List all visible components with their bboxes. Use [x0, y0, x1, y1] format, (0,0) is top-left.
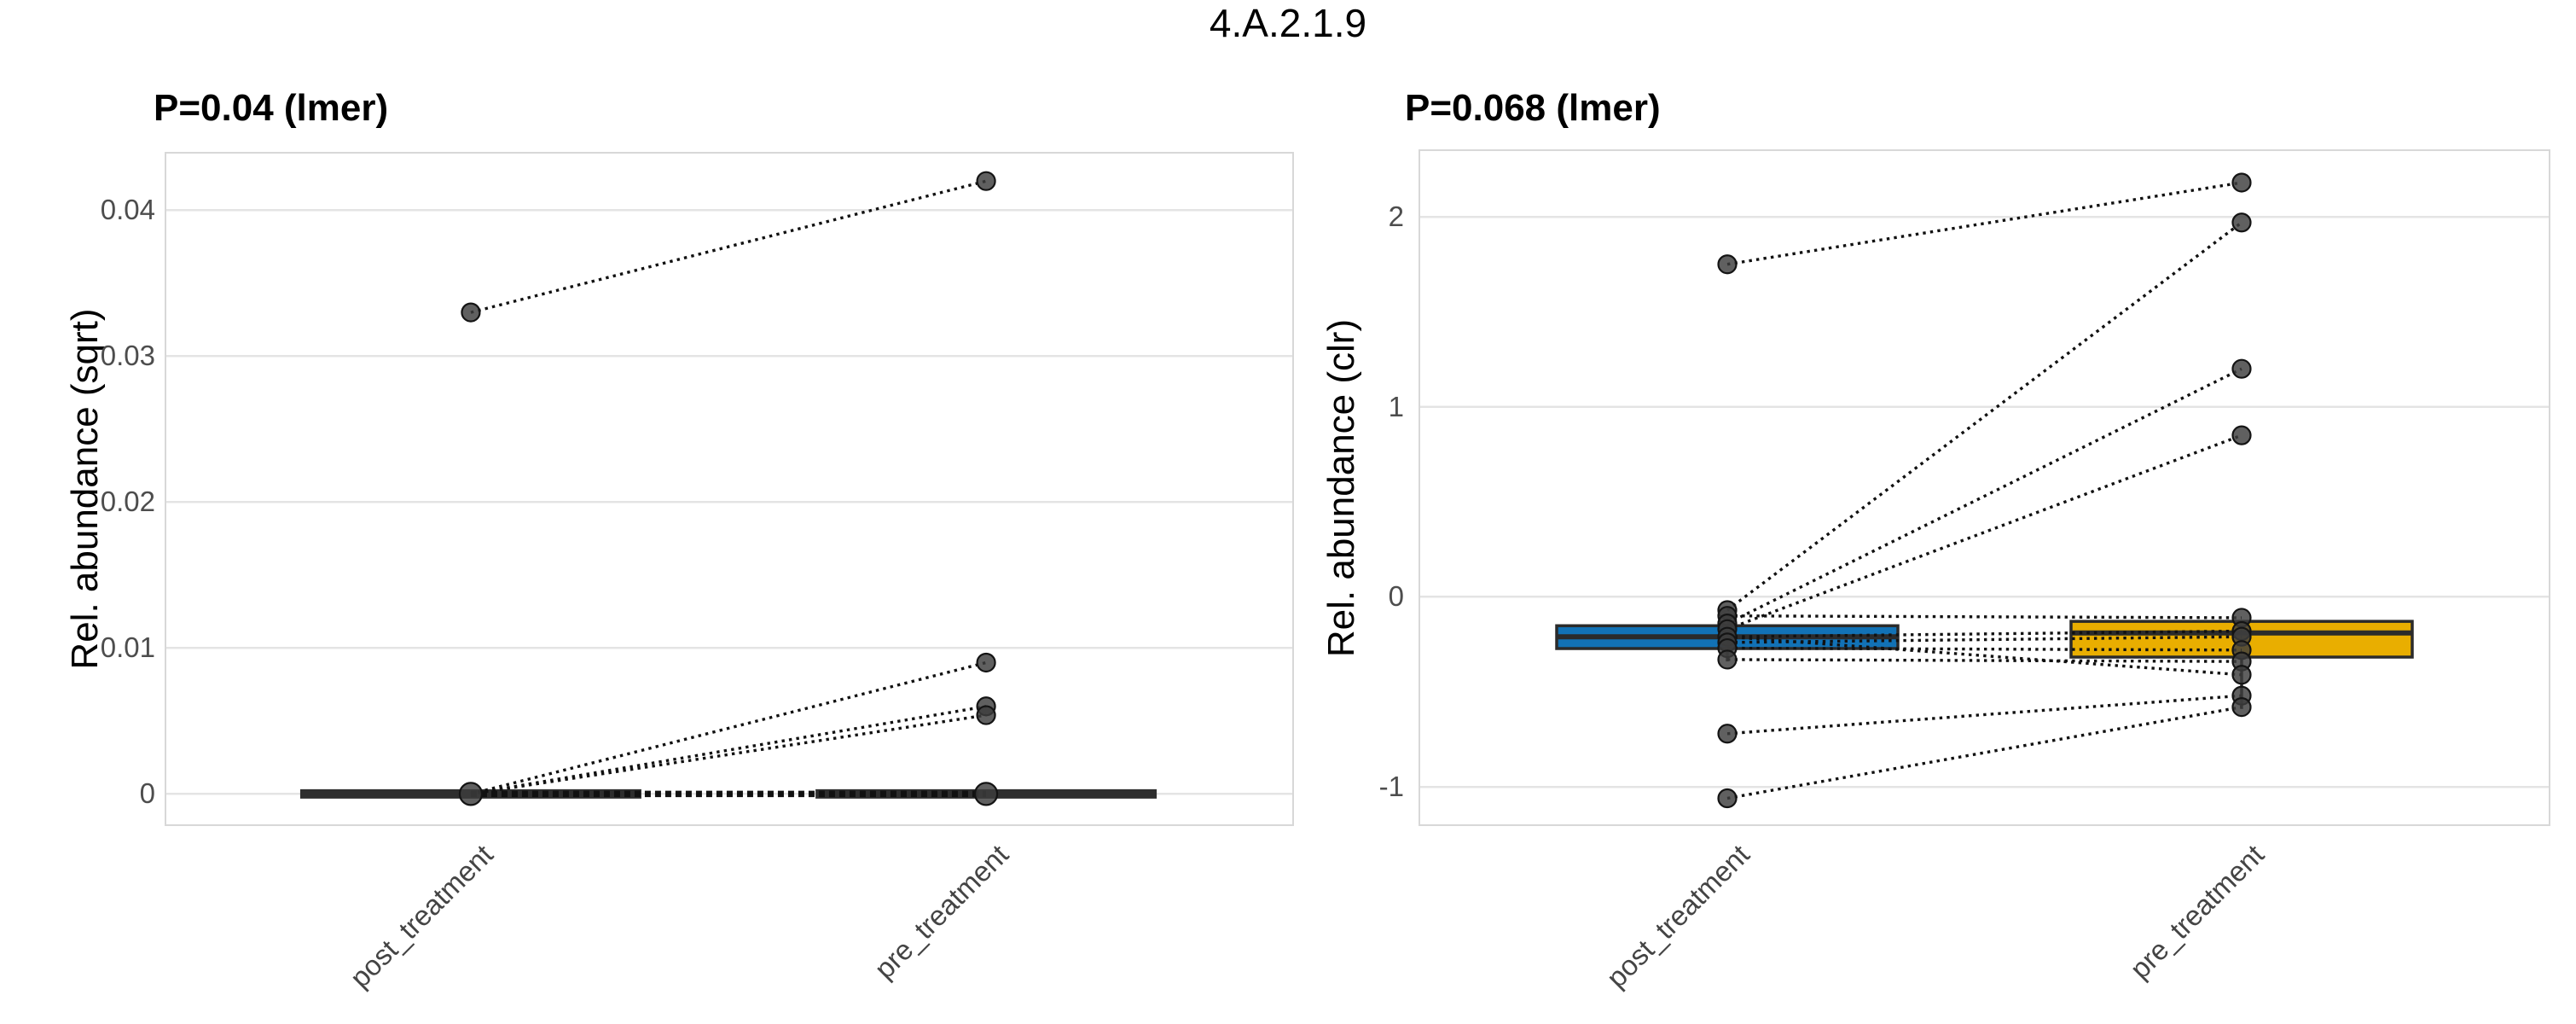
y-tick-label: 0.04 — [100, 194, 155, 226]
data-point — [976, 652, 996, 673]
pair-line — [1726, 221, 2243, 612]
pair-line — [470, 660, 987, 796]
pair-line — [1726, 646, 2242, 652]
left-panel-subtitle: P=0.04 (lmer) — [154, 87, 389, 129]
data-point — [2231, 665, 2252, 685]
panel-border — [1419, 149, 2550, 826]
data-point — [1717, 649, 1738, 670]
x-category-label: post_treatment — [1599, 838, 1755, 994]
pair-line — [1726, 694, 2242, 736]
data-point — [1717, 724, 1738, 744]
pair-line — [1726, 367, 2242, 625]
y-tick-label: 0.02 — [100, 486, 155, 518]
pair-line — [470, 705, 987, 796]
data-point — [973, 782, 999, 806]
pair-line — [1726, 658, 2242, 663]
pair-line — [1726, 635, 2242, 644]
panel-border — [165, 152, 1294, 826]
pair-line — [1726, 614, 2242, 620]
pair-line — [470, 713, 987, 796]
data-point — [2231, 358, 2252, 379]
y-tick-label: 0 — [1388, 580, 1404, 613]
data-point — [976, 171, 996, 191]
y-tick-label: 2 — [1388, 201, 1404, 233]
right-panel-subtitle: P=0.068 (lmer) — [1405, 87, 1661, 129]
y-tick-label: 0.03 — [100, 340, 155, 372]
x-category-label: pre_treatment — [867, 838, 1014, 986]
pair-line — [1726, 705, 2242, 800]
y-tick-label: 1 — [1388, 390, 1404, 422]
data-point — [461, 302, 481, 323]
data-point — [2231, 425, 2252, 445]
figure-title: 4.A.2.1.9 — [1209, 1, 1367, 45]
data-point — [458, 782, 484, 806]
right-panel-plot — [1419, 149, 2550, 826]
y-tick-label: 0.01 — [100, 631, 155, 664]
data-point — [2231, 172, 2252, 193]
data-point — [1717, 788, 1738, 809]
data-point — [2231, 212, 2252, 233]
data-point — [976, 705, 996, 725]
right-y-axis-title: Rel. abundance (clr) — [1320, 318, 1362, 657]
pair-line — [1726, 433, 2242, 631]
data-point — [1717, 254, 1738, 275]
data-point — [2231, 696, 2252, 718]
y-tick-label: -1 — [1378, 771, 1404, 803]
pair-line — [1726, 635, 2242, 677]
x-category-label: pre_treatment — [2123, 838, 2270, 986]
y-tick-label: 0 — [139, 777, 155, 810]
pair-line — [470, 179, 987, 314]
pair-line — [1726, 181, 2242, 266]
x-category-label: post_treatment — [343, 838, 499, 994]
pair-line — [1726, 629, 2242, 638]
left-panel-plot — [165, 152, 1294, 826]
